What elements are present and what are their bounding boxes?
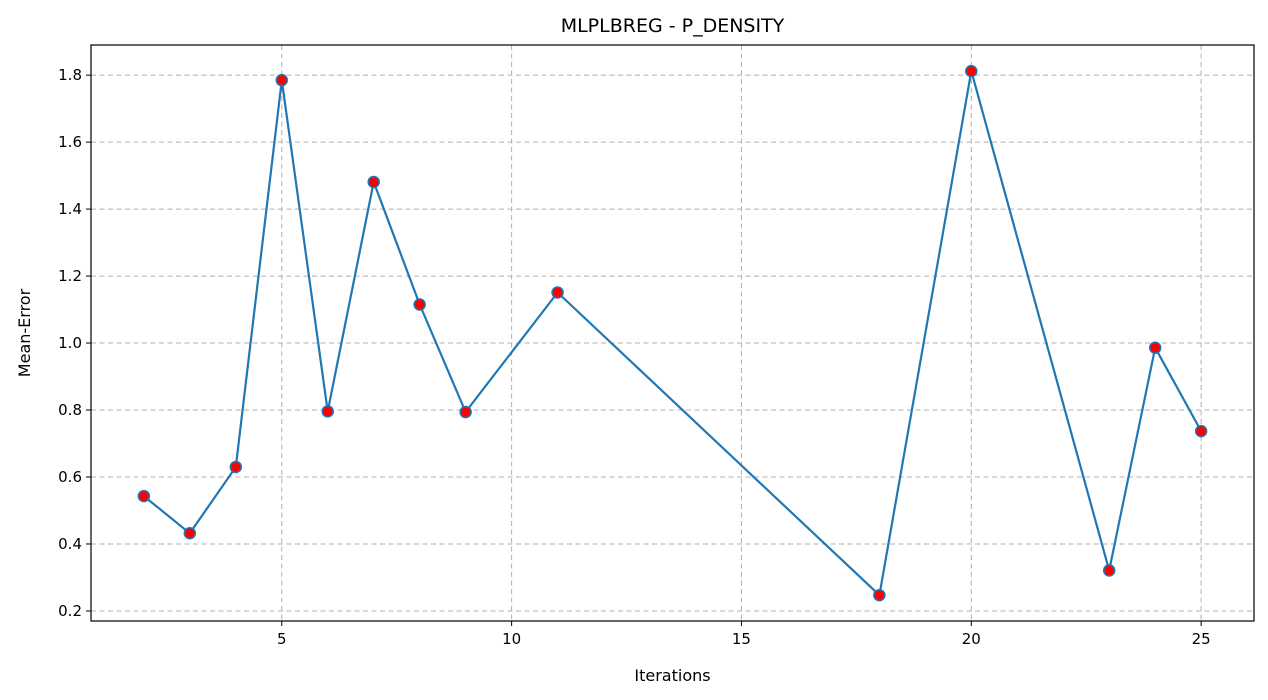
x-tick-label: 10 <box>502 630 521 648</box>
data-point-marker <box>1194 424 1208 438</box>
data-point-marker <box>275 73 289 87</box>
y-tick-label: 0.4 <box>58 535 82 553</box>
y-tick-label: 0.6 <box>58 468 82 486</box>
y-tick-label: 1.8 <box>58 66 82 84</box>
tick-layer: 5 10 15 20 25 0.2 0.4 0.6 0.8 1.0 1.2 1.4 1.6 1.8 <box>58 66 1211 648</box>
data-point-marker <box>873 588 886 602</box>
x-tick-label: 25 <box>1192 630 1211 648</box>
grid-layer <box>91 45 1254 621</box>
data-point-marker <box>965 64 978 78</box>
data-point-marker <box>413 298 426 311</box>
data-point-marker <box>183 527 197 540</box>
y-tick-label: 0.8 <box>58 401 82 419</box>
x-axis-title: Iterations <box>634 666 710 685</box>
data-point-marker <box>321 405 334 418</box>
series-line <box>143 69 1203 597</box>
series-layer <box>137 64 1208 602</box>
x-tick-label: 15 <box>732 630 751 648</box>
data-point-marker <box>459 405 472 419</box>
data-point-marker <box>1148 341 1162 354</box>
data-point-marker <box>137 489 151 503</box>
data-point-marker <box>229 460 243 474</box>
y-tick-label: 1.4 <box>58 200 82 218</box>
plot-frame <box>90 44 1255 622</box>
y-tick-label: 0.2 <box>58 602 82 620</box>
chart-title: MLPLBREG - P_DENSITY <box>561 15 785 37</box>
data-point-marker <box>1102 564 1116 577</box>
x-tick-label: 20 <box>962 630 981 648</box>
x-tick-label: 5 <box>277 630 287 648</box>
y-tick-label: 1.0 <box>58 334 82 352</box>
y-tick-label: 1.2 <box>58 267 82 285</box>
data-point-marker <box>551 286 564 299</box>
y-axis-title: Mean-Error <box>15 288 34 377</box>
data-point-marker <box>367 175 380 189</box>
y-tick-label: 1.6 <box>58 133 82 151</box>
